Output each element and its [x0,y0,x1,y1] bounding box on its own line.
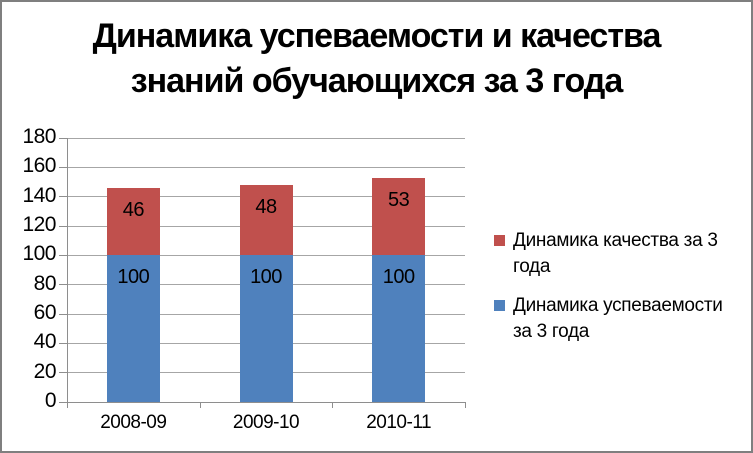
y-axis-label: 180 [22,125,56,148]
x-axis-label: 2008-09 [100,412,167,433]
gridline [67,166,465,168]
y-tick [59,342,67,344]
legend: Динамика качества за 3 года Динамика успев… [494,228,746,358]
bar-segment-2008-09 [106,187,160,256]
y-tick [59,225,67,227]
bar-segment-2010-11 [372,255,426,402]
y-axis-label: 100 [22,242,56,266]
chart-title-line2: знаний обучающихся за 3 года [130,62,624,100]
legend-swatch-icon [494,235,505,246]
legend-item: Динамика успеваемости за 3 года [494,293,746,345]
legend-label: Динамика успеваемости за 3 года [513,295,723,342]
x-axis-line [67,401,465,403]
data-label: 53 [388,188,410,211]
y-axis-label: 0 [44,389,57,412]
gridline [67,137,465,139]
x-tick [199,402,201,408]
x-axis-label: 2010-11 [366,412,432,433]
y-axis-label: 160 [22,154,56,178]
bar-segment-2009-10 [239,184,293,256]
y-axis-label: 80 [33,271,57,295]
y-axis-line [67,138,68,408]
data-label: 48 [255,195,277,218]
y-axis-label: 40 [33,330,57,354]
data-label: 100 [250,266,282,289]
x-tick [465,402,466,408]
y-axis-label: 60 [33,301,57,324]
y-tick [59,196,67,198]
x-tick [67,402,68,408]
chart-title-line1: Динамика успеваемости и качества [92,17,662,55]
chart-title: Динамика успеваемости и качества знаний … [2,14,751,104]
y-tick [59,254,67,256]
bar-segment-2009-10 [239,255,293,402]
bar-segment-2008-09 [106,255,160,402]
y-axis-label: 140 [22,183,56,207]
x-axis-label: 2009-10 [232,412,300,433]
y-tick [59,313,67,315]
y-tick [59,137,67,139]
y-axis-label: 20 [33,359,57,383]
data-label: 100 [117,266,150,289]
y-tick [59,284,67,286]
y-tick [59,401,67,403]
legend-label: Динамика качества за 3 года [513,230,718,277]
y-axis-label: 120 [22,213,56,236]
data-label: 46 [122,198,145,221]
legend-swatch-icon [494,300,505,311]
legend-item: Динамика качества за 3 года [494,228,746,280]
x-tick [332,402,334,408]
y-tick [59,372,67,374]
y-tick [59,166,67,168]
data-label: 100 [382,266,415,289]
bar-segment-2010-11 [372,177,426,256]
